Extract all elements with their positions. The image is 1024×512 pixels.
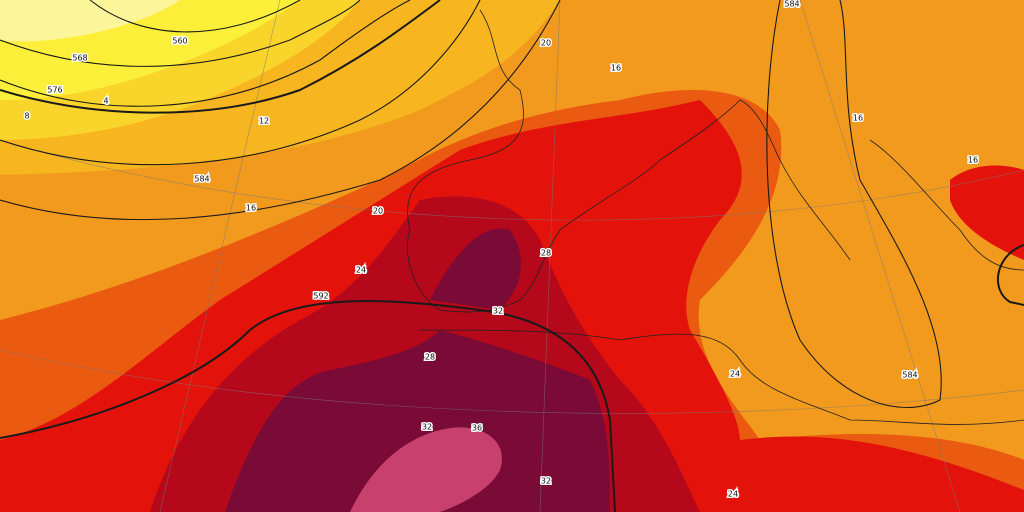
field-maroon-iberia [430,228,521,310]
graticule [799,0,961,512]
contour [0,0,561,221]
contour [0,0,411,107]
graticule [0,139,1024,221]
contour-label: 16 [611,64,621,73]
coastline [419,329,1024,425]
contour [0,0,481,166]
contour-label: 16 [853,114,863,123]
contour-label: 592 [313,292,328,301]
contour-label: 584 [784,0,799,9]
contour-label: 576 [47,86,62,95]
contour-label: 584 [194,175,209,184]
contour-label: 24 [356,266,366,275]
contour-label: 24 [730,370,740,379]
contour-label: 584 [902,371,917,380]
contour-label: 32 [422,423,432,432]
graticule [539,0,561,512]
contour [996,244,1024,306]
contour-label: 16 [968,156,978,165]
field-pale-yellow [0,0,180,42]
contour-label: 32 [493,307,503,316]
contour [0,0,361,67]
contour-label: 12 [259,117,269,126]
contour-label: 8 [24,112,29,121]
contour-label: 20 [541,39,551,48]
field-pink [350,427,502,512]
contour [0,0,441,114]
coastline [406,9,851,313]
contour-label: 28 [541,249,551,258]
field-red-east [950,165,1024,260]
contour [766,0,942,408]
graticule [159,0,281,512]
field-maroon [225,330,610,512]
contour [0,300,616,512]
contour-label: 32 [541,477,551,486]
contour-label: 568 [72,54,87,63]
graticule [0,349,1024,414]
contour-label: 20 [373,207,383,216]
contour [89,0,301,33]
contour-label: 16 [246,204,256,213]
contour-label: 24 [728,490,738,499]
contour-label: 28 [425,353,435,362]
contour-label: 560 [172,37,187,46]
labels: 560 568 576 4 8 12 584 16 20 584 16 16 1… [23,0,980,500]
contour-label: 36 [472,424,482,433]
contour-label: 4 [103,97,108,106]
